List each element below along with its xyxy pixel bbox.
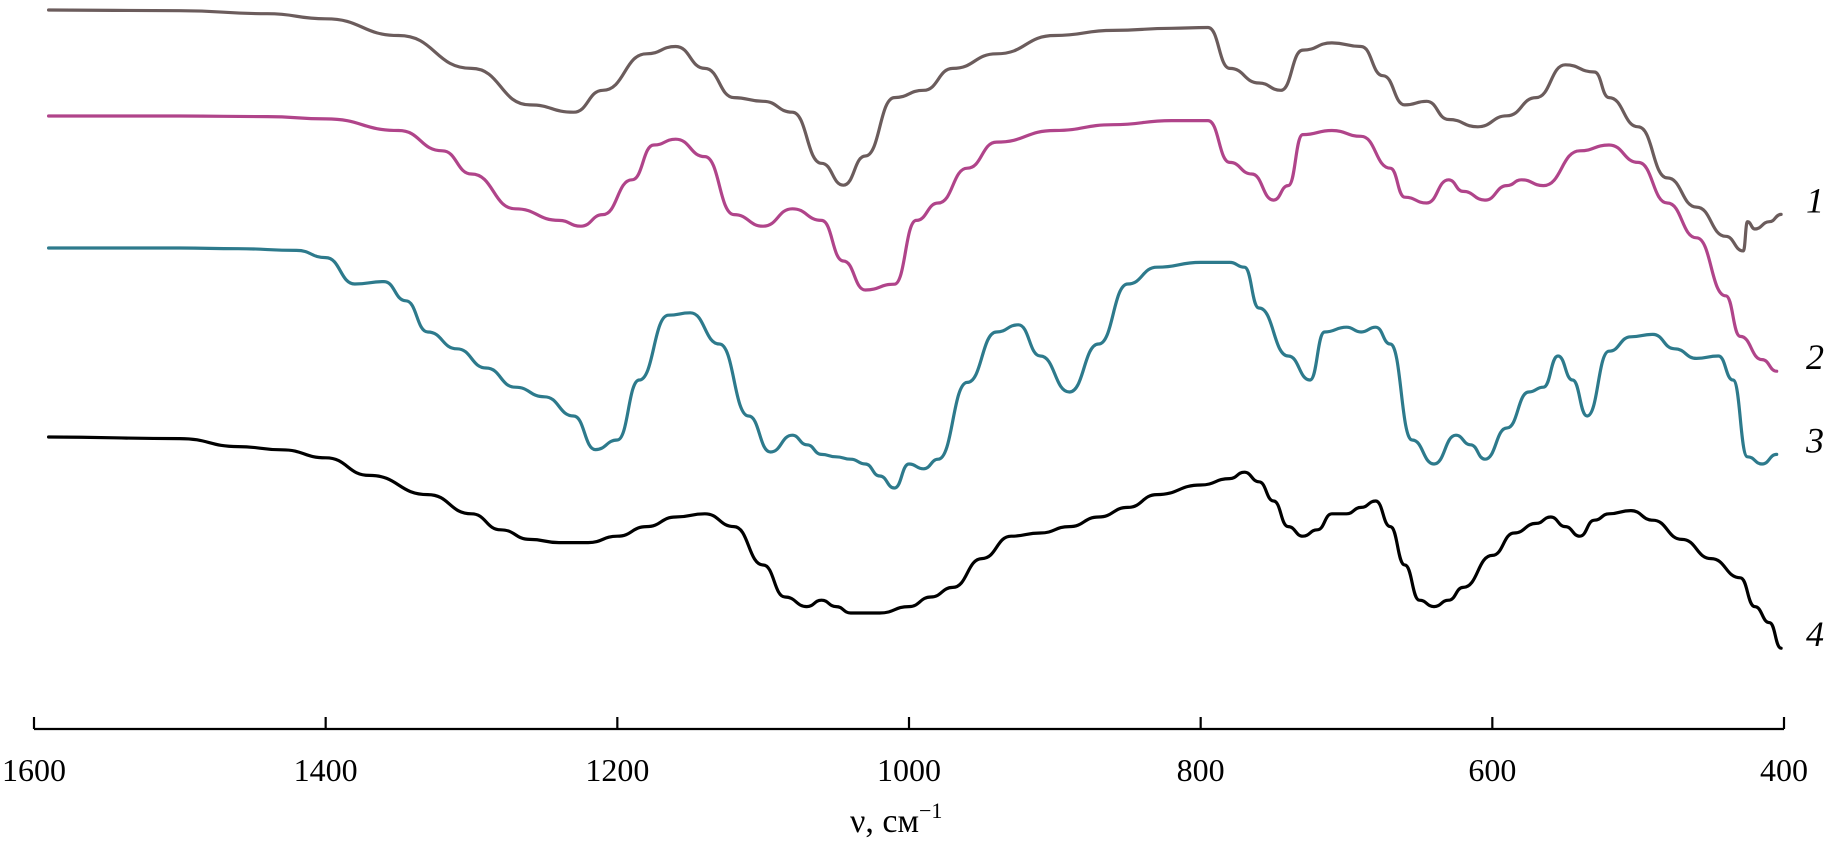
- x-tick-label-1600: 1600: [2, 752, 66, 788]
- x-axis: 1600 1400 1200 1000 800 600 400: [2, 717, 1808, 788]
- x-tick-label-1200: 1200: [585, 752, 649, 788]
- spectrum-curve-3: [47, 246, 1779, 490]
- curve-label-3: 3: [1805, 420, 1824, 460]
- x-tick-label-400: 400: [1760, 752, 1808, 788]
- curve-labels: 1 2 3 4: [1805, 180, 1824, 654]
- x-axis-title: ν, см−1: [850, 798, 942, 840]
- spectrum-curve-4: [47, 435, 1783, 650]
- curve-label-1: 1: [1806, 180, 1824, 220]
- x-tick-label-600: 600: [1468, 752, 1516, 788]
- spectra-curves: [47, 8, 1783, 650]
- x-tick-label-1400: 1400: [294, 752, 358, 788]
- spectrum-curve-2: [47, 114, 1779, 373]
- curve-label-2: 2: [1806, 337, 1824, 377]
- spectrum-curve-1: [47, 8, 1783, 253]
- curve-label-4: 4: [1806, 614, 1824, 654]
- x-tick-label-800: 800: [1177, 752, 1225, 788]
- x-tick-label-1000: 1000: [877, 752, 941, 788]
